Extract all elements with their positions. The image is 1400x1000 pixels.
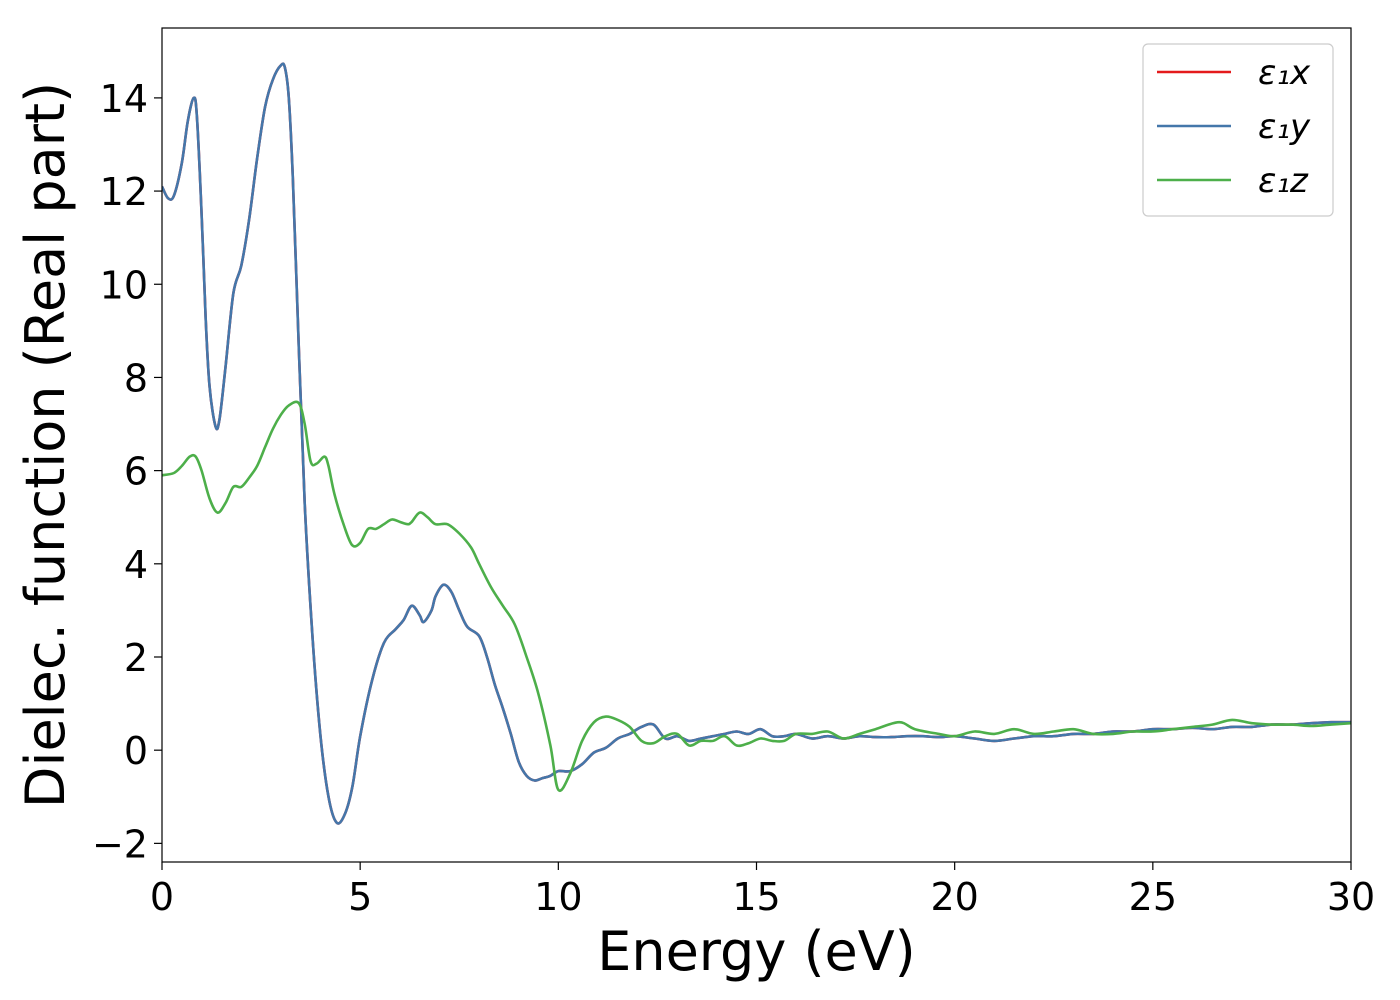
y-tick-label: −2 <box>92 822 148 866</box>
y-axis-title: Dielec. function (Real part) <box>14 82 77 808</box>
legend-label: ε₁x <box>1258 53 1311 93</box>
legend-label: ε₁z <box>1258 161 1309 201</box>
y-axis: −2 0 2 4 6 8 10 12 14 <box>92 77 162 866</box>
y-tick-label: 0 <box>124 729 148 773</box>
x-axis-title: Energy (eV) <box>597 920 916 983</box>
y-tick-label: 10 <box>100 263 148 307</box>
x-axis: 0 5 10 15 20 25 30 <box>150 862 1375 919</box>
x-tick-label: 0 <box>150 875 174 919</box>
x-tick-label: 5 <box>348 875 372 919</box>
legend-label: ε₁y <box>1258 107 1311 147</box>
x-tick-label: 10 <box>534 875 582 919</box>
series-lines <box>162 62 1351 825</box>
series-line-2 <box>162 62 1351 825</box>
x-tick-label: 25 <box>1129 875 1177 919</box>
y-tick-label: 2 <box>124 636 148 680</box>
y-tick-label: 14 <box>100 77 148 121</box>
y-tick-label: 4 <box>124 543 148 587</box>
y-tick-label: 6 <box>124 450 148 494</box>
x-tick-label: 30 <box>1327 875 1375 919</box>
legend: ε₁x ε₁y ε₁z <box>1142 43 1334 217</box>
y-tick-label: 12 <box>100 170 148 214</box>
x-tick-label: 20 <box>930 875 978 919</box>
y-tick-label: 8 <box>124 356 148 400</box>
legend-box <box>1142 43 1334 217</box>
x-tick-label: 15 <box>732 875 780 919</box>
series-line-3 <box>162 400 1351 793</box>
